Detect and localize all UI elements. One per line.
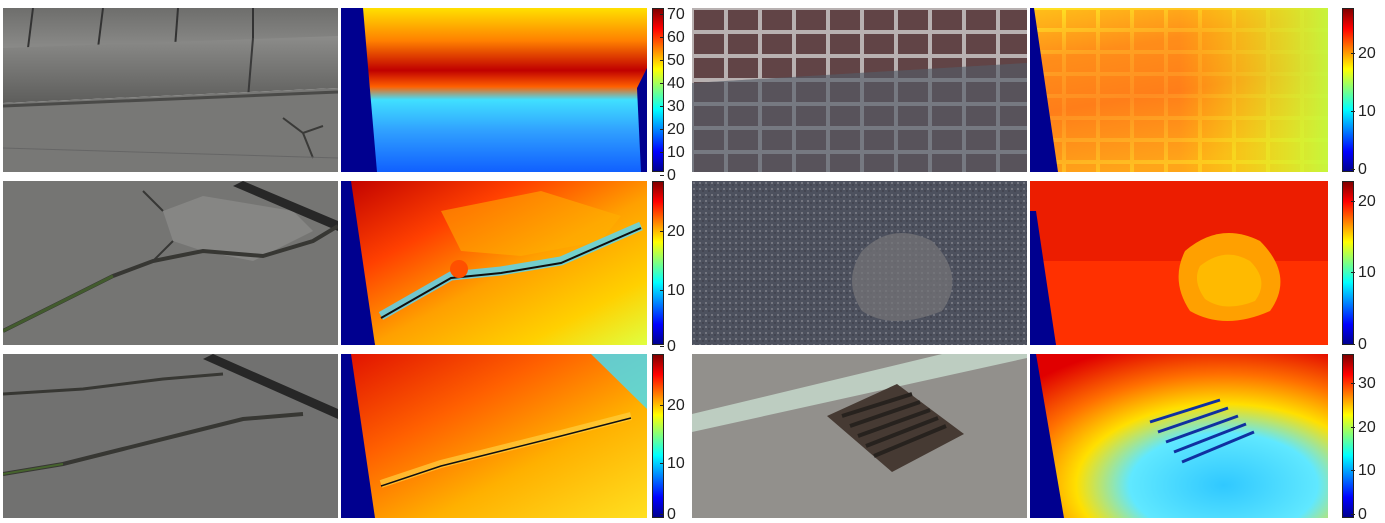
tick-label: 10: [1351, 103, 1376, 120]
disparity-cobblestone: [1030, 8, 1328, 172]
tick-label: 10: [1351, 462, 1376, 479]
tick-label: 20: [1351, 45, 1376, 62]
tick-label: 30: [1351, 375, 1376, 392]
disparity-drain: [1030, 354, 1328, 518]
tick-label: 20: [1351, 419, 1376, 436]
tick-label: 60: [660, 29, 685, 46]
photo-cobblestone: [692, 8, 1027, 172]
tick-label: 0: [660, 338, 676, 355]
tick-label: 10: [660, 144, 685, 161]
photo-drain: [692, 354, 1027, 518]
tick-label: 10: [660, 455, 685, 472]
colorbar-drain: [1342, 354, 1354, 518]
tick-label: 20: [660, 121, 685, 138]
colorbar-crack-2: [652, 354, 664, 518]
tick-label: 20: [660, 397, 685, 414]
photo-pothole: [692, 181, 1027, 345]
disparity-crack-1: [341, 181, 647, 345]
tick-label: 20: [660, 223, 685, 240]
tick-label: 10: [1351, 264, 1376, 281]
tick-label: 10: [660, 282, 685, 299]
photo-curb: [3, 8, 338, 172]
photo-crack-1: [3, 181, 338, 345]
tick-label: 0: [1351, 506, 1367, 523]
tick-label: 50: [660, 52, 685, 69]
colorbar-pothole: [1342, 181, 1354, 345]
tick-label: 20: [1351, 193, 1376, 210]
tick-label: 0: [1351, 336, 1367, 353]
photo-crack-2: [3, 354, 338, 518]
tick-label: 70: [660, 6, 685, 23]
disparity-pothole: [1030, 181, 1328, 345]
disparity-curb: [341, 8, 647, 172]
tick-label: 40: [660, 75, 685, 92]
colorbar-cobblestone: [1342, 8, 1354, 172]
disparity-crack-2: [341, 354, 647, 518]
colorbar-crack-1: [652, 181, 664, 345]
tick-label: 0: [660, 506, 676, 523]
tick-label: 0: [660, 167, 676, 184]
tick-label: 0: [1351, 161, 1367, 178]
tick-label: 30: [660, 98, 685, 115]
colorbar-curb: [652, 8, 664, 172]
